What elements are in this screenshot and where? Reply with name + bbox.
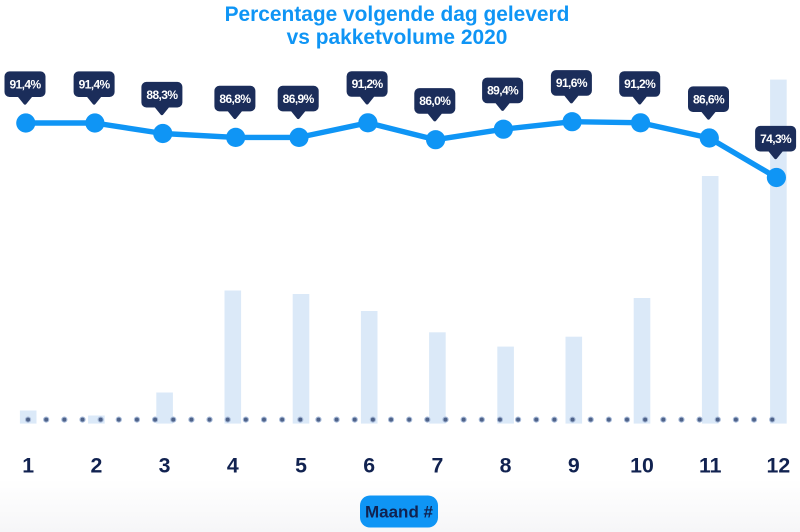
svg-text:11: 11: [699, 454, 722, 478]
svg-text:91,2%: 91,2%: [624, 77, 656, 91]
svg-text:86,0%: 86,0%: [419, 94, 451, 108]
svg-text:88,3%: 88,3%: [146, 88, 178, 102]
svg-text:5: 5: [295, 454, 307, 478]
svg-text:91,4%: 91,4%: [9, 77, 41, 91]
svg-text:8: 8: [500, 454, 512, 478]
svg-text:91,6%: 91,6%: [556, 76, 588, 90]
svg-text:7: 7: [431, 454, 443, 478]
svg-text:86,8%: 86,8%: [219, 92, 251, 106]
svg-text:12: 12: [767, 454, 791, 478]
svg-text:74,3%: 74,3%: [760, 132, 792, 146]
svg-text:91,4%: 91,4%: [79, 77, 111, 91]
svg-text:9: 9: [568, 454, 580, 478]
svg-text:3: 3: [159, 454, 171, 478]
svg-text:86,9%: 86,9%: [283, 92, 315, 106]
svg-text:10: 10: [630, 454, 654, 478]
svg-text:2: 2: [90, 454, 102, 478]
svg-text:89,4%: 89,4%: [487, 84, 519, 98]
svg-text:Maand #: Maand #: [365, 503, 434, 522]
svg-text:4: 4: [227, 454, 239, 478]
svg-text:1: 1: [22, 454, 34, 478]
svg-text:6: 6: [363, 454, 375, 478]
svg-text:86,6%: 86,6%: [693, 92, 725, 106]
svg-text:91,2%: 91,2%: [352, 77, 384, 91]
